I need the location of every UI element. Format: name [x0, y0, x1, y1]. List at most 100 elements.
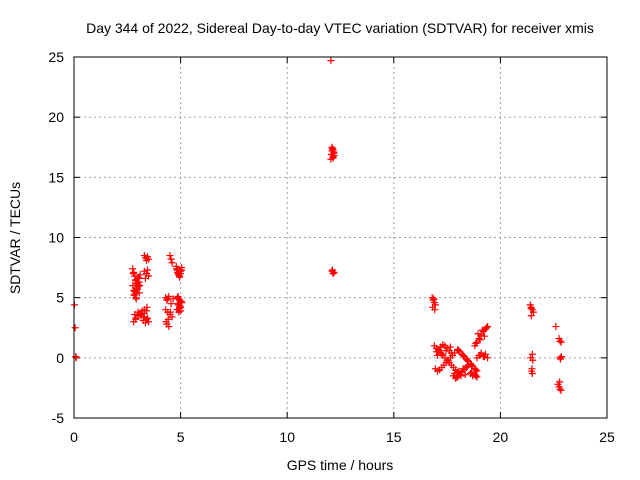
y-tick-labels: -5 0 5 10 15 20 25 [48, 49, 64, 426]
data-point [165, 292, 173, 300]
x-tick-label: 25 [599, 429, 615, 445]
data-point [459, 365, 467, 373]
data-point [330, 149, 338, 157]
data-point [129, 282, 137, 290]
data-point [132, 315, 140, 323]
data-point [472, 372, 480, 380]
data-point [528, 350, 536, 358]
data-point [135, 289, 143, 297]
data-point [477, 331, 485, 339]
data-point [145, 318, 153, 326]
y-tick-label: -5 [52, 410, 65, 426]
y-axis-label: SDTVAR / TECUs [7, 182, 23, 294]
data-point [173, 300, 181, 308]
data-point [167, 300, 175, 308]
data-point [434, 351, 442, 359]
data-point [174, 295, 182, 303]
data-point [557, 338, 565, 346]
x-tick-label: 20 [493, 429, 509, 445]
data-point [455, 367, 463, 375]
data-point [476, 351, 484, 359]
data-point [472, 366, 480, 374]
data-point [177, 307, 185, 315]
data-point [143, 303, 151, 311]
data-point [133, 279, 141, 287]
data-point [168, 313, 176, 321]
y-tick-label: 10 [48, 230, 64, 246]
data-point [178, 298, 186, 306]
data-point [166, 252, 174, 260]
data-point [172, 265, 180, 273]
data-point [557, 353, 565, 361]
data-point [476, 336, 484, 344]
data-point [528, 369, 536, 377]
data-point [527, 304, 535, 312]
data-point [483, 324, 491, 332]
y-tick-label: 5 [56, 290, 64, 306]
data-point [556, 337, 564, 345]
data-point [135, 274, 143, 282]
data-point [136, 311, 144, 319]
data-point [431, 306, 439, 314]
data-point [328, 144, 336, 152]
data-points [70, 57, 565, 394]
y-tick-label: 15 [48, 169, 64, 185]
data-point [455, 347, 463, 355]
data-point [527, 312, 535, 320]
data-point [129, 265, 137, 273]
data-point [167, 255, 175, 263]
grid [74, 57, 607, 418]
data-point [145, 255, 153, 263]
x-axis-label: GPS time / hours [287, 457, 394, 473]
data-point [463, 356, 471, 364]
data-point [129, 270, 137, 278]
data-point [163, 296, 171, 304]
data-point [453, 373, 461, 381]
data-point [166, 308, 174, 316]
x-tick-label: 10 [279, 429, 295, 445]
data-point [472, 339, 480, 347]
data-point [144, 266, 152, 274]
data-point [457, 372, 465, 380]
x-tick-label: 15 [386, 429, 402, 445]
data-point [430, 295, 438, 303]
data-point [480, 332, 488, 340]
data-point [529, 308, 537, 316]
data-point [468, 368, 476, 376]
data-point [555, 383, 563, 391]
data-point [529, 356, 537, 364]
data-point [446, 343, 454, 351]
data-point [144, 314, 152, 322]
data-point [478, 326, 486, 334]
plot-frame [73, 56, 608, 419]
x-tick-labels: 0 5 10 15 20 25 [70, 429, 615, 445]
data-point [473, 373, 481, 381]
data-point [447, 349, 455, 357]
data-point [557, 386, 565, 394]
data-point [327, 57, 335, 65]
y-tick-label: 25 [48, 49, 64, 65]
data-point [552, 323, 560, 331]
x-tick-label: 0 [70, 429, 78, 445]
data-point [474, 330, 482, 338]
data-point [461, 371, 469, 379]
data-point [164, 315, 172, 323]
data-point [328, 266, 336, 274]
data-point [484, 354, 492, 362]
data-point [168, 259, 176, 267]
data-point [480, 353, 488, 361]
data-point [459, 351, 467, 359]
data-point [130, 291, 138, 299]
y-tick-label: 20 [48, 109, 64, 125]
data-point [475, 335, 483, 343]
data-point [132, 295, 140, 303]
data-point [484, 323, 492, 331]
y-tick-label: 0 [56, 350, 64, 366]
data-point [175, 308, 183, 316]
data-point [134, 273, 142, 281]
data-point [141, 274, 149, 282]
chart-title: Day 344 of 2022, Sidereal Day-to-day VTE… [86, 20, 594, 36]
data-point [329, 154, 337, 162]
data-point [141, 319, 149, 327]
